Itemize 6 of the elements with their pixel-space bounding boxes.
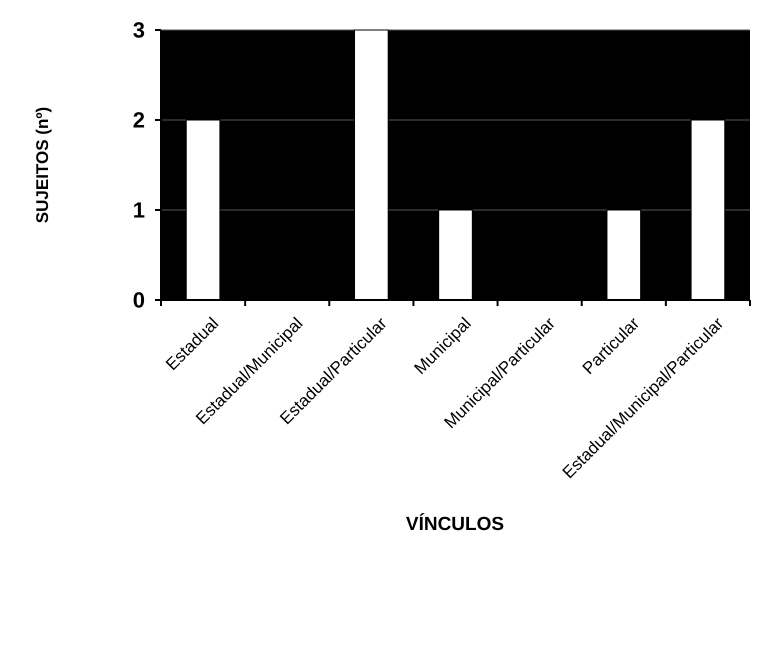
y-tick-label: 3 [132,18,145,43]
y-tick-label: 2 [132,108,145,133]
x-axis-title: VÍNCULOS [406,513,504,535]
y-axis-title: SUJEITOS (nº) [33,106,52,224]
y-tick-label: 1 [132,198,145,223]
y-tick-label: 0 [132,288,145,313]
